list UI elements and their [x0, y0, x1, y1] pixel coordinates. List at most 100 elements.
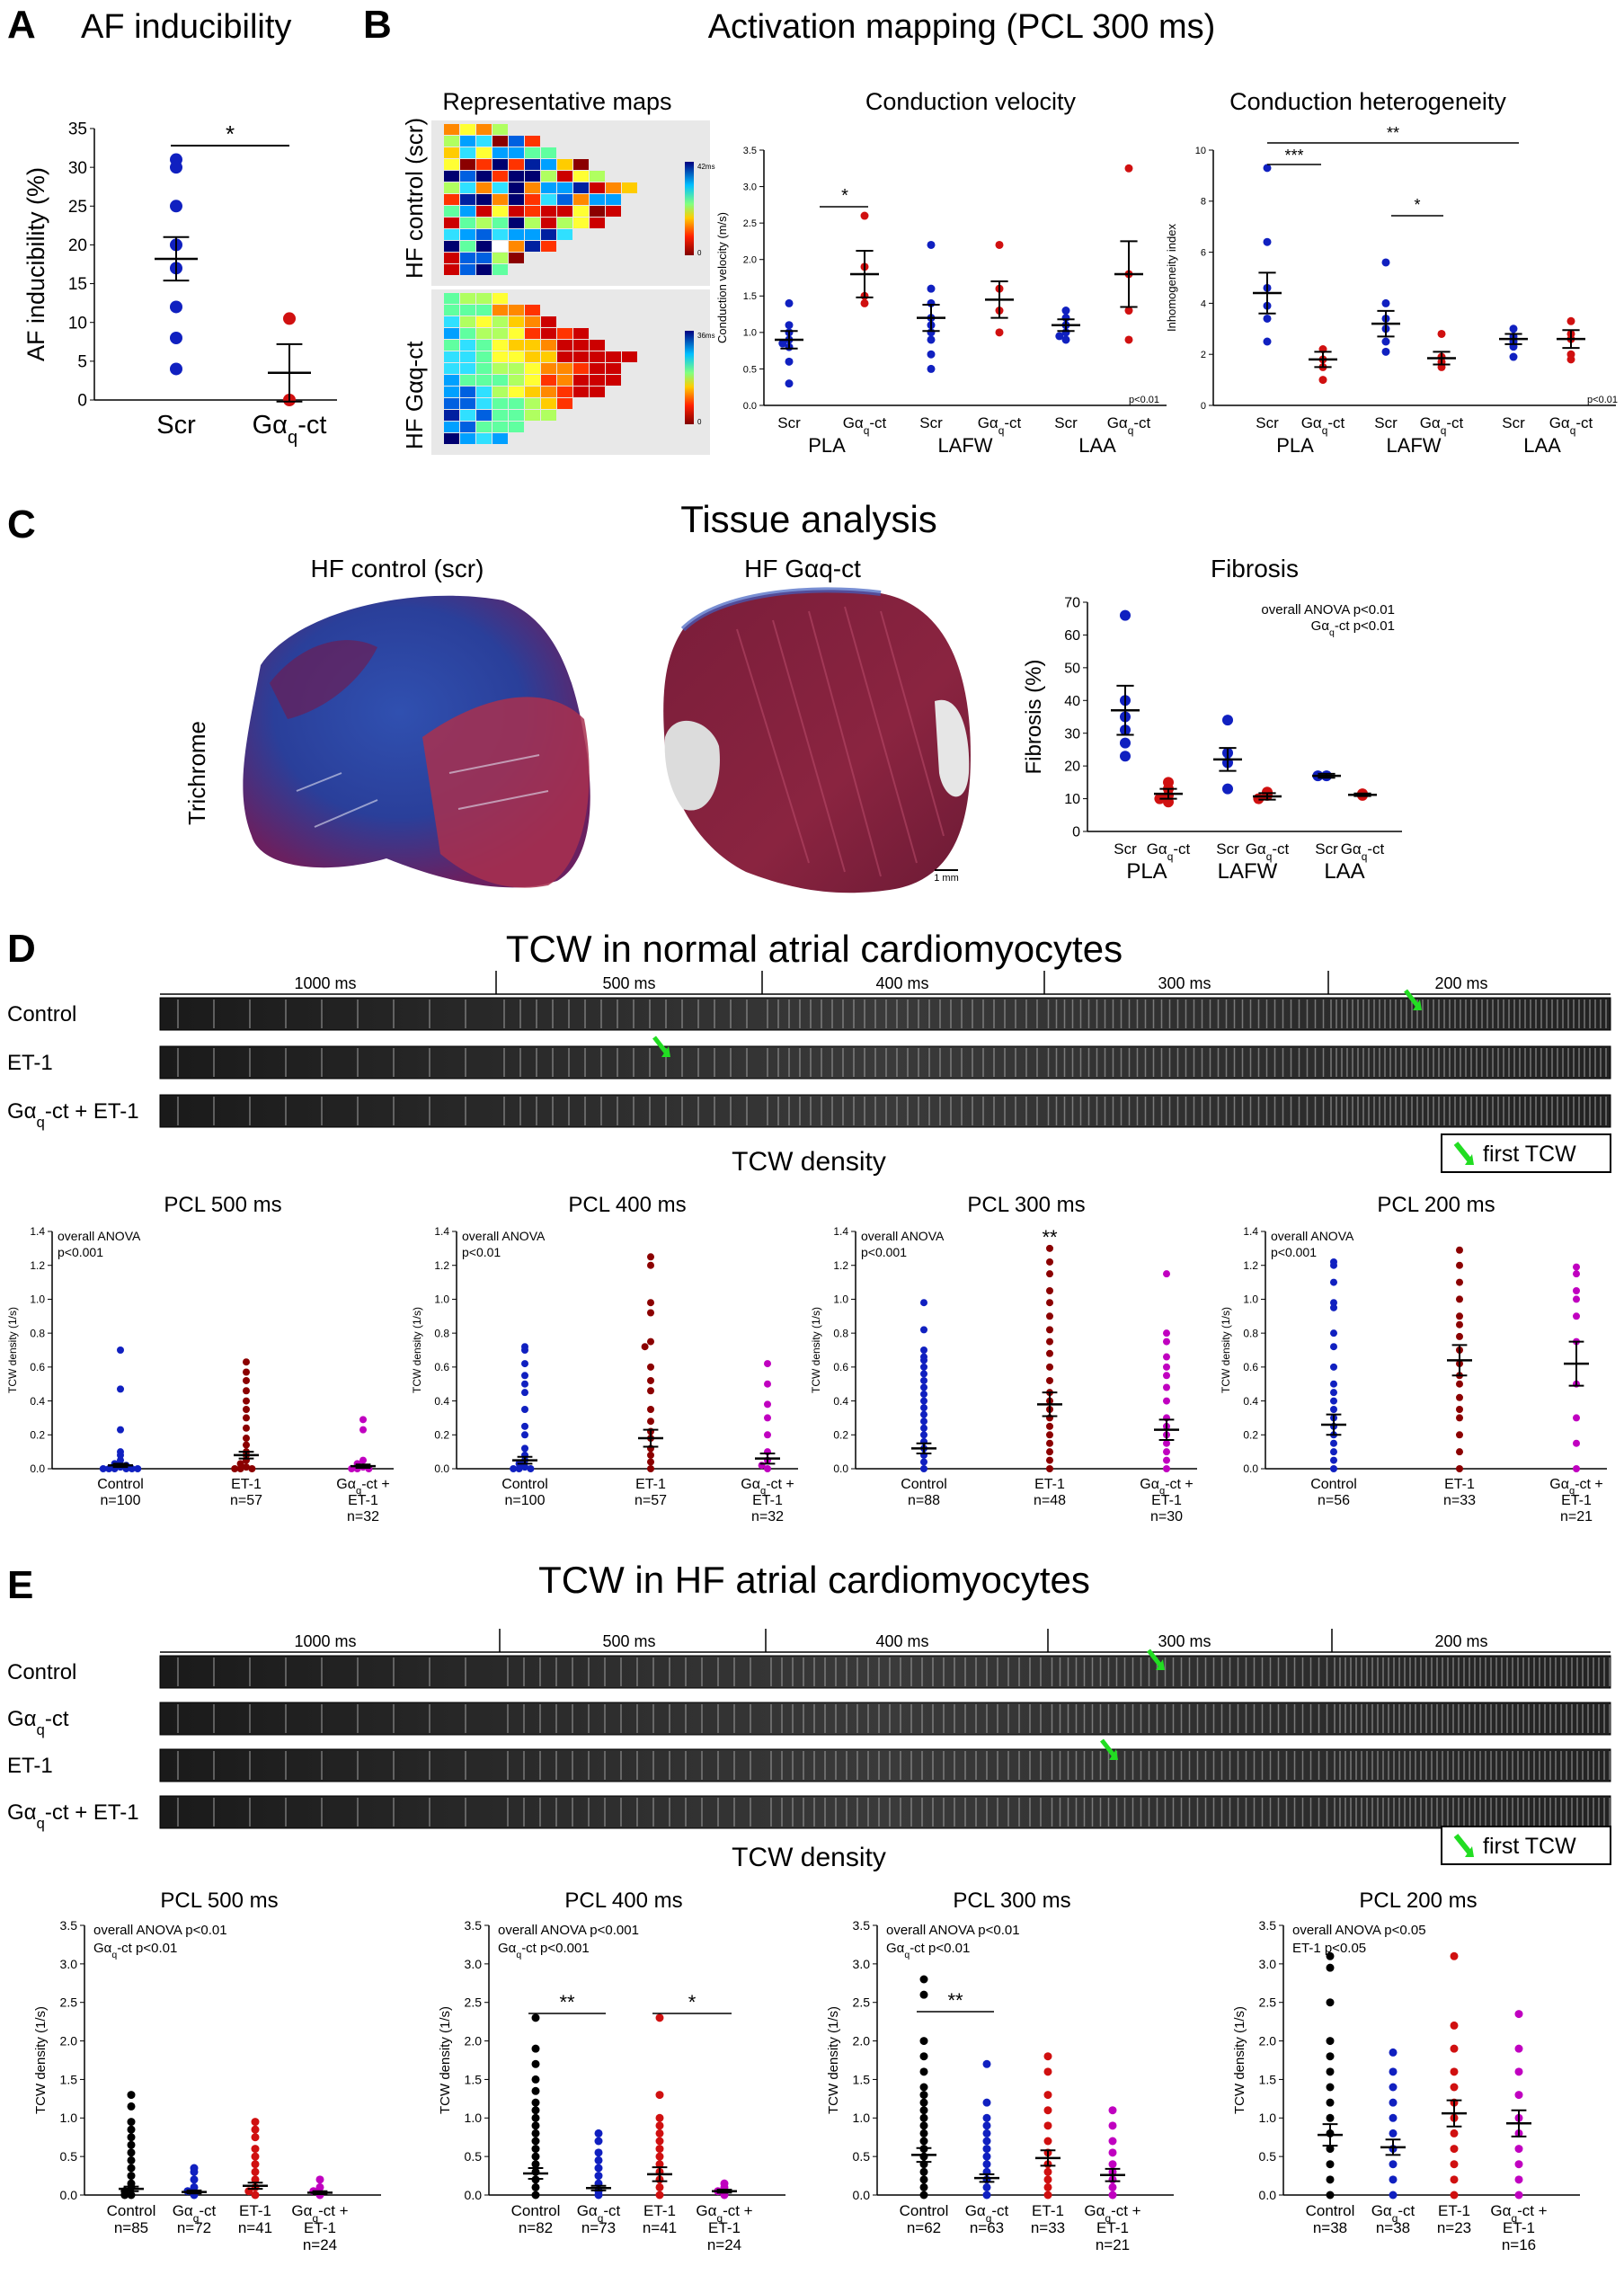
data-point [785, 379, 794, 388]
anova-note: overall ANOVA p<0.01 [886, 1923, 1020, 1938]
y-tick-label: 0.2 [833, 1428, 848, 1441]
data-point [251, 2118, 260, 2127]
map-cell [476, 229, 492, 240]
y-tick-label: 70 [1064, 596, 1080, 611]
y-tick-label: 2.5 [60, 1995, 78, 2010]
map-cell [590, 340, 605, 351]
map-cell [557, 218, 572, 228]
y-tick-label: 2.0 [743, 255, 757, 266]
n-label: n=57 [635, 1493, 667, 1508]
category-label-a: Gα [965, 2202, 986, 2219]
map-cell [493, 422, 508, 432]
data-point [982, 2160, 991, 2169]
data-point [647, 1363, 654, 1371]
data-point [1456, 1278, 1463, 1286]
y-tick-label: 2 [1201, 350, 1206, 360]
data-point [1163, 1329, 1170, 1338]
map-cell [525, 147, 540, 158]
anova-note: overall ANOVA [1271, 1229, 1354, 1243]
group-sub-label-c: -ct [1575, 414, 1593, 431]
anova-p: p<0.001 [1271, 1245, 1317, 1259]
group-sub-label: Gαq-ct [978, 414, 1022, 437]
tissue-image-control [243, 595, 590, 888]
y-tick-label: 1.2 [30, 1259, 45, 1272]
category-label-c: -ct + [318, 2202, 349, 2219]
data-point [127, 2191, 136, 2200]
map-cell [590, 194, 605, 205]
map-cell [557, 351, 572, 362]
data-point [1326, 2113, 1335, 2122]
y-tick-label: 0.5 [60, 2149, 78, 2164]
category-label: ET-1 [231, 1477, 262, 1492]
map-cell [476, 253, 492, 263]
data-point [1253, 793, 1265, 804]
group-sub-label-a: Gα [1420, 414, 1441, 431]
map-cell [606, 206, 621, 217]
data-point [1046, 1422, 1053, 1430]
data-point [1163, 1363, 1170, 1371]
data-point [647, 1406, 654, 1413]
y-axis-label: AF inducibility (%) [22, 167, 49, 361]
category-label: ET-1 [1032, 2202, 1064, 2219]
data-point [919, 2113, 928, 2122]
data-point [1326, 2067, 1335, 2076]
category-label: ET-1 [1561, 1493, 1592, 1508]
data-point [785, 321, 794, 330]
map-cell [493, 363, 508, 374]
map-cell [444, 340, 459, 351]
data-point [531, 2121, 540, 2130]
group-sub-label: Gαq-ct [1147, 840, 1191, 863]
data-point [920, 1326, 927, 1334]
first-tcw-legend-e: first TCW [1441, 1826, 1611, 1865]
group-sub-label-c: -ct [1327, 414, 1344, 431]
map-cell [476, 194, 492, 205]
group-sub-label: Gαq-ct [1420, 414, 1464, 437]
map-cell [476, 316, 492, 327]
y-tick-label: 0.0 [853, 2188, 871, 2202]
category-label: Gαq-ct + [741, 1477, 794, 1497]
map-cell [541, 410, 556, 421]
panel-c-title: Tissue analysis [680, 498, 937, 540]
map-cell [476, 398, 492, 409]
category-label-sub: q [312, 2212, 318, 2225]
category-label-c: -ct [199, 2202, 216, 2219]
map-cell [476, 363, 492, 374]
n-label: n=38 [1313, 2219, 1347, 2236]
y-tick-label: 0.0 [465, 2188, 483, 2202]
y-tick-label: 2.5 [1259, 1995, 1277, 2010]
data-point [243, 1424, 250, 1432]
map-cell [444, 136, 459, 147]
data-point [1263, 164, 1272, 173]
first-tcw-legend-d: first TCW [1441, 1133, 1611, 1173]
data-point [655, 2191, 664, 2200]
map-cell [444, 171, 459, 182]
group-sub-label-a: Gα [1246, 840, 1266, 858]
tcw-density-title-e: TCW density [732, 1843, 886, 1872]
y-tick-label: 3.0 [1259, 1957, 1277, 1971]
n-label: n=32 [751, 1509, 784, 1524]
map-cell [606, 182, 621, 193]
anova-p: p<0.001 [861, 1245, 907, 1259]
map-cell [590, 218, 605, 228]
first-tcw-arrow-icon [1147, 1649, 1163, 1668]
data-point [283, 312, 296, 325]
data-point [594, 2148, 603, 2157]
data-point [1456, 1393, 1463, 1401]
data-point [531, 2059, 540, 2068]
map-cell [476, 351, 492, 362]
data-point [99, 1465, 107, 1472]
group-sub-label: Scr [1114, 840, 1137, 858]
p-note: p<0.01 [1587, 395, 1618, 405]
map-cell [476, 241, 492, 252]
data-point [655, 2091, 664, 2100]
data-point [243, 1441, 250, 1449]
n-label: n=72 [177, 2219, 211, 2236]
category-label: Control [97, 1477, 144, 1492]
map-cell [509, 159, 524, 170]
linescans-normal: 1000 ms 500 ms 400 ms 300 ms 200 ms Control ET… [7, 971, 1611, 1131]
data-point [251, 2145, 260, 2154]
data-point [982, 2137, 991, 2146]
category-label: Gαq-ct + [696, 2202, 752, 2225]
data-point [1163, 1397, 1170, 1405]
